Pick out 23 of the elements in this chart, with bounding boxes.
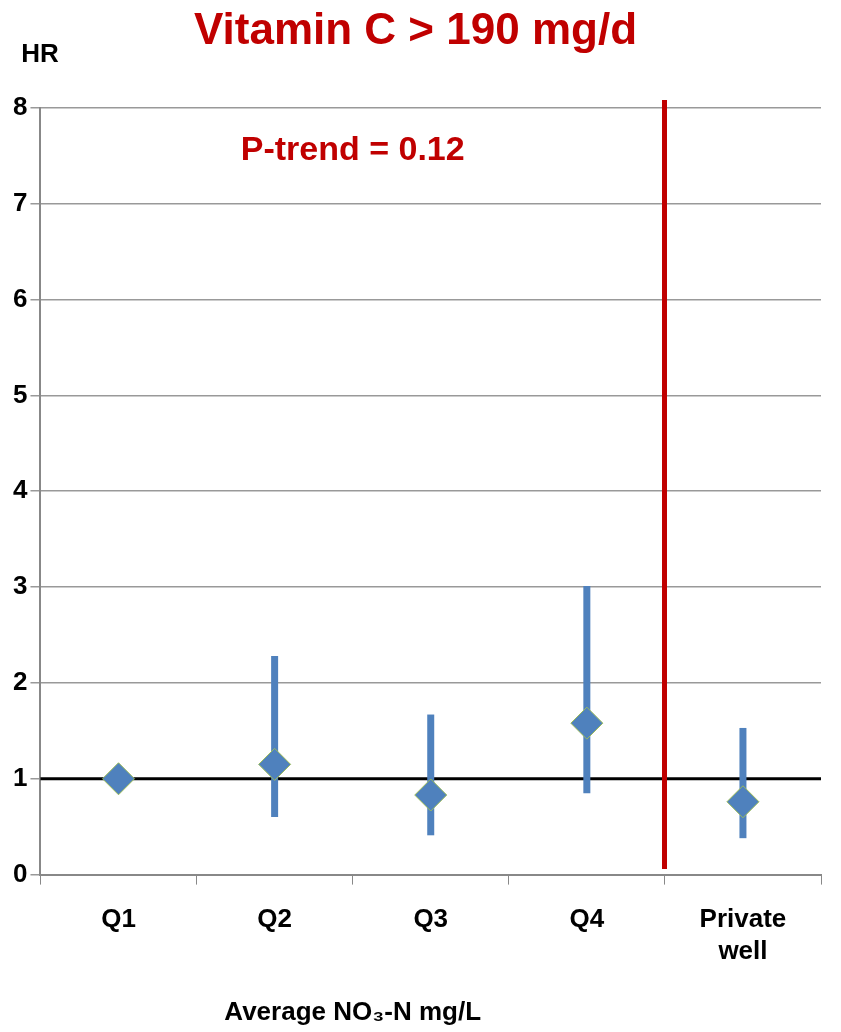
x-tick-label: Q3 (413, 903, 449, 934)
y-tick-label: 4 (12, 474, 28, 505)
chart-title: Vitamin C > 190 mg/d (193, 3, 638, 53)
y-tick-label: 1 (12, 761, 28, 792)
y-tick-label: 5 (12, 378, 28, 409)
x-tick-label: Q4 (569, 903, 605, 934)
y-tick-label: 3 (12, 570, 28, 601)
y-tick-label: 2 (12, 666, 28, 697)
y-tick-label: 8 (12, 90, 28, 121)
y-tick-label: 7 (12, 186, 28, 217)
point (414, 778, 448, 812)
y-tick-label: 0 (12, 857, 28, 888)
x-tick-label: Q1 (101, 903, 136, 934)
point (570, 706, 604, 740)
x-tick-label: Q2 (257, 903, 292, 934)
point (258, 747, 292, 781)
y-tick-label: 6 (12, 282, 28, 313)
point (102, 762, 136, 796)
x-axis-title: Average NO₃-N mg/L (224, 996, 482, 1026)
point (726, 785, 760, 819)
annotation: P-trend = 0.12 (240, 129, 465, 167)
x-tick-label: Private well (699, 903, 787, 965)
y-axis-title: HR (21, 38, 59, 68)
